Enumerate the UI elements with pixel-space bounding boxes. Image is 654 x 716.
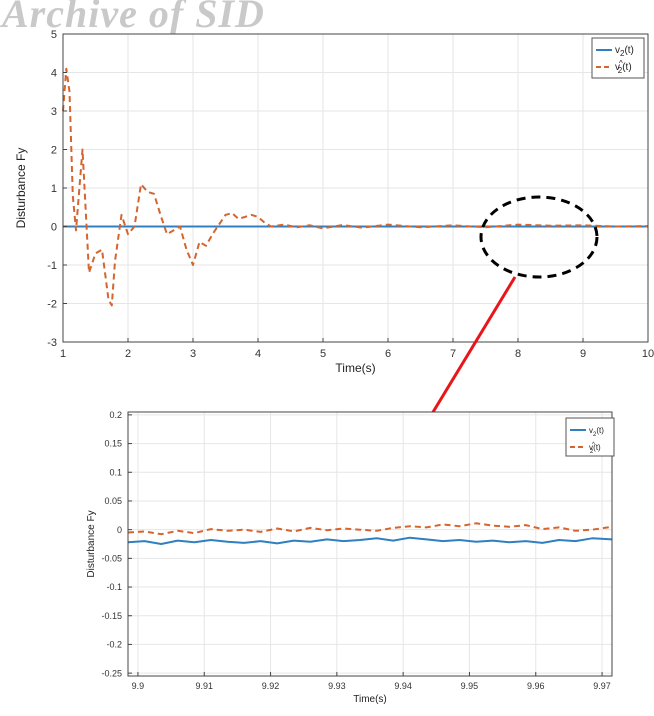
y-tick-label: 0.05 — [104, 496, 122, 506]
x-tick-label: 9.93 — [328, 681, 346, 691]
series-line — [127, 536, 613, 545]
watermark-text: Archive of SID — [2, 0, 265, 36]
y-tick-label: 5 — [51, 29, 57, 41]
x-tick-label: 10 — [642, 348, 654, 360]
x-tick-label: 9.95 — [461, 681, 479, 691]
x-tick-label: 1 — [60, 348, 66, 360]
legend-label: v2(t) — [615, 45, 634, 58]
x-tick-label: 4 — [255, 348, 261, 360]
main-chart: 1 2 3 4 5 6 7 8 9 10 -3 -2 -1 0 1 2 3 4 5 Time(s) Disturbanc… — [14, 29, 654, 375]
x-tick-label: 9.94 — [394, 681, 412, 691]
y-tick-label: -3 — [47, 337, 57, 349]
zoom-chart: 9.9 9.91 9.92 9.93 9.94 9.95 9.96 9.97 0.2 0.15 0.… — [86, 410, 615, 705]
y-tick-label: -0.1 — [106, 582, 122, 592]
y-tick-label: 0 — [117, 525, 122, 535]
y-axis-label: Disturbance Fy — [86, 510, 97, 577]
axes-frame — [127, 411, 613, 677]
x-axis-label: Time(s) — [353, 694, 387, 705]
legend-label: v^ 2(t) — [615, 59, 632, 75]
x-tick-label: 5 — [320, 348, 326, 360]
y-tick-label: -0.2 — [106, 640, 122, 650]
y-tick-label: -0.25 — [101, 668, 122, 678]
legend-box — [565, 417, 615, 457]
series-line — [127, 522, 613, 536]
x-tick-label: 9.91 — [195, 681, 213, 691]
x-axis-label: Time(s) — [335, 361, 375, 375]
series-line — [62, 67, 649, 307]
x-tick-label: 2 — [125, 348, 131, 360]
y-tick-label: 4 — [51, 67, 57, 79]
y-tick-label: 1 — [51, 183, 57, 195]
x-tick-label: 9.92 — [262, 681, 280, 691]
x-tick-label: 3 — [190, 348, 196, 360]
x-tick-label: 8 — [515, 348, 521, 360]
y-tick-label: 0.1 — [109, 467, 122, 477]
y-tick-label: -2 — [47, 298, 57, 310]
y-tick-label: 0.2 — [109, 410, 122, 420]
y-tick-label: 2 — [51, 144, 57, 156]
y-tick-label: -0.05 — [101, 553, 122, 563]
legend-label: v^ 2(t) — [589, 442, 601, 455]
y-tick-label: 3 — [51, 106, 57, 118]
x-tick-label: 6 — [385, 348, 391, 360]
plot-area — [128, 412, 612, 676]
zoom-ellipse — [479, 195, 599, 279]
x-tick-label: 7 — [450, 348, 456, 360]
x-tick-label: 9.96 — [527, 681, 545, 691]
x-tick-label: 9 — [580, 348, 586, 360]
y-tick-label: -0.15 — [101, 611, 122, 621]
y-tick-label: 0 — [51, 221, 57, 233]
x-tick-label: 9.9 — [132, 681, 145, 691]
legend-label: v2(t) — [589, 426, 604, 438]
y-tick-label: 0.15 — [104, 439, 122, 449]
y-axis-label: Disturbance Fy — [14, 148, 28, 229]
x-tick-label: 9.97 — [593, 681, 611, 691]
legend-box — [591, 37, 645, 79]
y-tick-label: -1 — [47, 260, 57, 272]
